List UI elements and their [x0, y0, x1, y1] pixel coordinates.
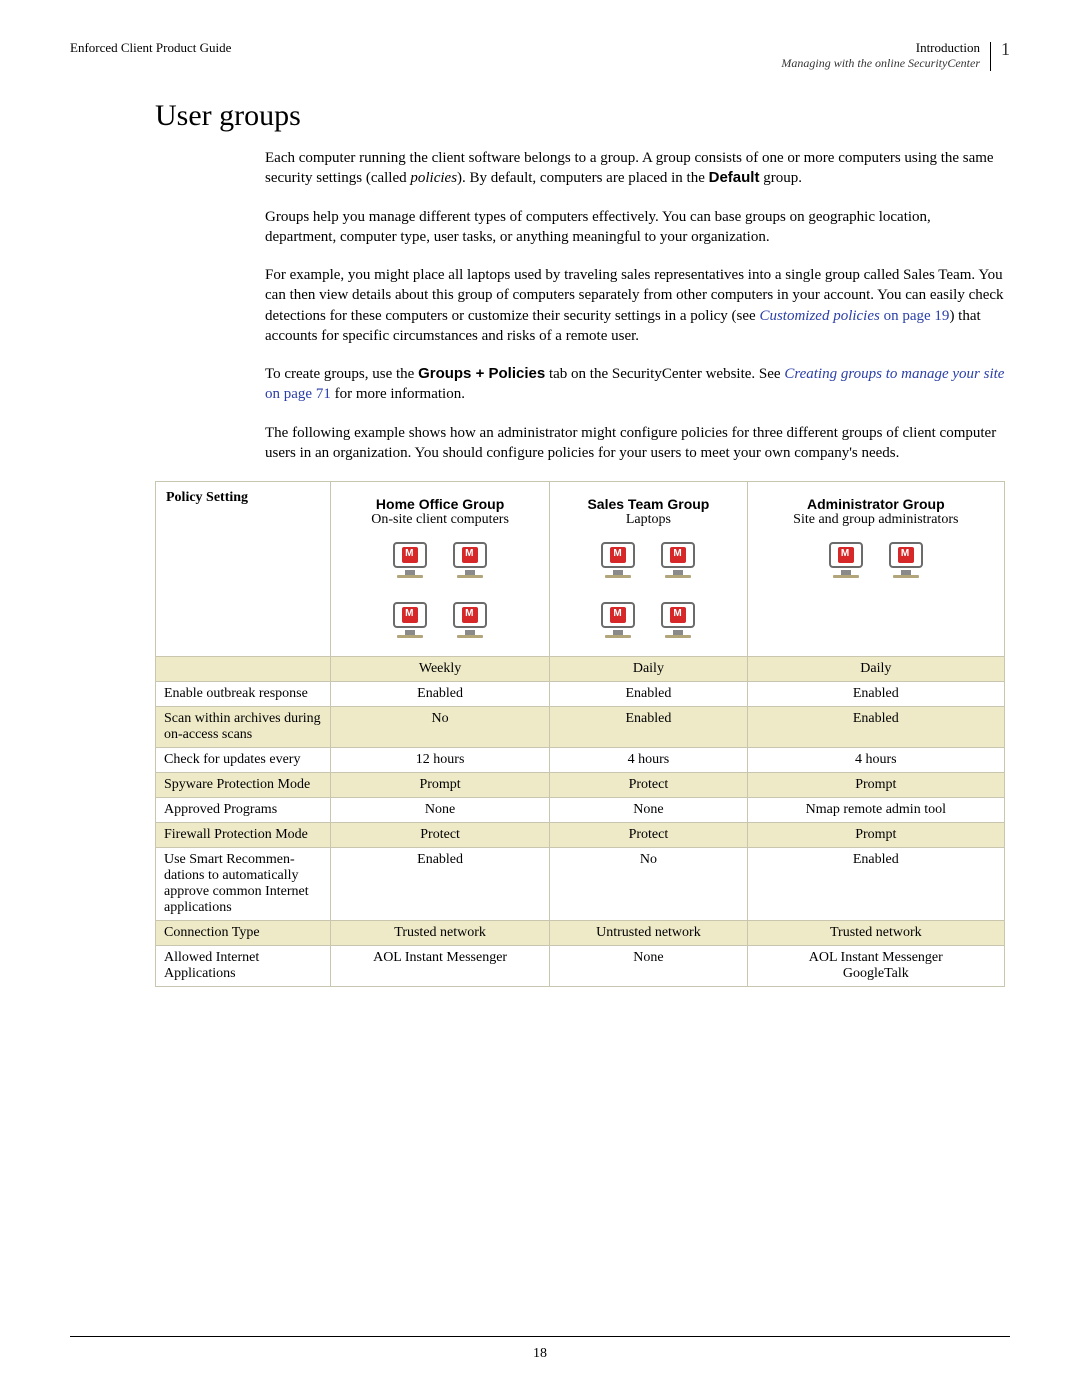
row-label: Use Smart Recommen-dations to automatica…	[156, 848, 331, 921]
row-value: Untrusted network	[550, 921, 747, 946]
row-value: None	[331, 798, 550, 823]
row-label: Check for updates every	[156, 748, 331, 773]
row-label: Spyware Protection Mode	[156, 773, 331, 798]
content: User groups Each computer running the cl…	[70, 99, 1010, 987]
row-value: Protect	[550, 773, 747, 798]
row-value: Enabled	[550, 707, 747, 748]
computer-icon	[889, 542, 923, 578]
paragraph-5: The following example shows how an admin…	[265, 423, 1005, 464]
row-label: Connection Type	[156, 921, 331, 946]
table-row: WeeklyDailyDaily	[156, 657, 1005, 682]
chapter-number: 1	[1001, 40, 1010, 58]
table-row: Firewall Protection ModeProtectProtectPr…	[156, 823, 1005, 848]
header-subtitle: Managing with the online SecurityCenter	[781, 56, 980, 71]
row-value: Nmap remote admin tool	[747, 798, 1004, 823]
footer-rule	[70, 1336, 1010, 1337]
paragraph-3: For example, you might place all laptops…	[265, 265, 1005, 346]
header-divider	[990, 42, 991, 71]
table-header-label: Policy Setting	[156, 482, 331, 657]
computer-icon	[601, 542, 635, 578]
group-icons	[341, 528, 539, 638]
group-subtitle: Site and group administrators	[758, 512, 994, 528]
table-row: Spyware Protection ModePromptProtectProm…	[156, 773, 1005, 798]
group-subtitle: Laptops	[560, 512, 736, 528]
row-label: Allowed Internet Applications	[156, 946, 331, 987]
table-row: Connection TypeTrusted networkUntrusted …	[156, 921, 1005, 946]
paragraph-1: Each computer running the client softwar…	[265, 148, 1005, 189]
page-header: Enforced Client Product Guide Introducti…	[70, 40, 1010, 71]
row-value: Enabled	[747, 848, 1004, 921]
table-row: Scan within archives during on-access sc…	[156, 707, 1005, 748]
row-value: None	[550, 946, 747, 987]
row-value: Trusted network	[331, 921, 550, 946]
section-title: User groups	[155, 99, 1005, 133]
group-subtitle: On-site client computers	[341, 512, 539, 528]
row-label: Approved Programs	[156, 798, 331, 823]
row-value: Enabled	[747, 682, 1004, 707]
table-row: Allowed Internet ApplicationsAOL Instant…	[156, 946, 1005, 987]
row-value: Prompt	[747, 823, 1004, 848]
footer-page-number: 18	[0, 1346, 1080, 1362]
computer-icon	[661, 542, 695, 578]
paragraph-2: Groups help you manage different types o…	[265, 207, 1005, 248]
paragraph-4: To create groups, use the Groups + Polic…	[265, 364, 1005, 405]
row-value: Protect	[550, 823, 747, 848]
table-row: Enable outbreak responseEnabledEnabledEn…	[156, 682, 1005, 707]
table-header-group-1: Sales Team GroupLaptops	[550, 482, 747, 657]
row-value: AOL Instant Messenger	[331, 946, 550, 987]
computer-icon	[453, 602, 487, 638]
row-value: Daily	[550, 657, 747, 682]
row-value: Weekly	[331, 657, 550, 682]
row-label: Scan within archives during on-access sc…	[156, 707, 331, 748]
group-title: Sales Team Group	[560, 496, 736, 512]
computer-icon	[601, 602, 635, 638]
row-value: Enabled	[747, 707, 1004, 748]
row-value: Daily	[747, 657, 1004, 682]
row-label: Firewall Protection Mode	[156, 823, 331, 848]
row-value: Prompt	[747, 773, 1004, 798]
computer-icon	[829, 542, 863, 578]
policy-table: Policy Setting Home Office GroupOn-site …	[155, 481, 1005, 987]
row-label	[156, 657, 331, 682]
row-value: Enabled	[331, 682, 550, 707]
computer-icon	[661, 602, 695, 638]
header-chapter: Introduction	[781, 40, 980, 56]
computer-icon	[453, 542, 487, 578]
group-title: Home Office Group	[341, 496, 539, 512]
table-row: Check for updates every12 hours4 hours4 …	[156, 748, 1005, 773]
computer-icon	[393, 602, 427, 638]
row-value: 4 hours	[550, 748, 747, 773]
row-value: No	[550, 848, 747, 921]
header-right: Introduction Managing with the online Se…	[781, 40, 1010, 71]
group-title: Administrator Group	[758, 496, 994, 512]
page: Enforced Client Product Guide Introducti…	[0, 0, 1080, 1397]
link-customized-policies[interactable]: Customized policies on page 19	[759, 308, 949, 324]
table-row: Use Smart Recommen-dations to automatica…	[156, 848, 1005, 921]
table-header-group-2: Administrator GroupSite and group admini…	[747, 482, 1004, 657]
row-value: AOL Instant MessengerGoogleTalk	[747, 946, 1004, 987]
row-value: Enabled	[331, 848, 550, 921]
row-value: None	[550, 798, 747, 823]
row-value: Trusted network	[747, 921, 1004, 946]
group-icons	[758, 528, 994, 578]
row-value: No	[331, 707, 550, 748]
group-icons	[560, 528, 736, 638]
row-value: Prompt	[331, 773, 550, 798]
table-row: Approved ProgramsNoneNoneNmap remote adm…	[156, 798, 1005, 823]
row-label: Enable outbreak response	[156, 682, 331, 707]
table-header-group-0: Home Office GroupOn-site client computer…	[331, 482, 550, 657]
computer-icon	[393, 542, 427, 578]
row-value: Protect	[331, 823, 550, 848]
row-value: 12 hours	[331, 748, 550, 773]
header-left: Enforced Client Product Guide	[70, 40, 231, 56]
row-value: Enabled	[550, 682, 747, 707]
row-value: 4 hours	[747, 748, 1004, 773]
